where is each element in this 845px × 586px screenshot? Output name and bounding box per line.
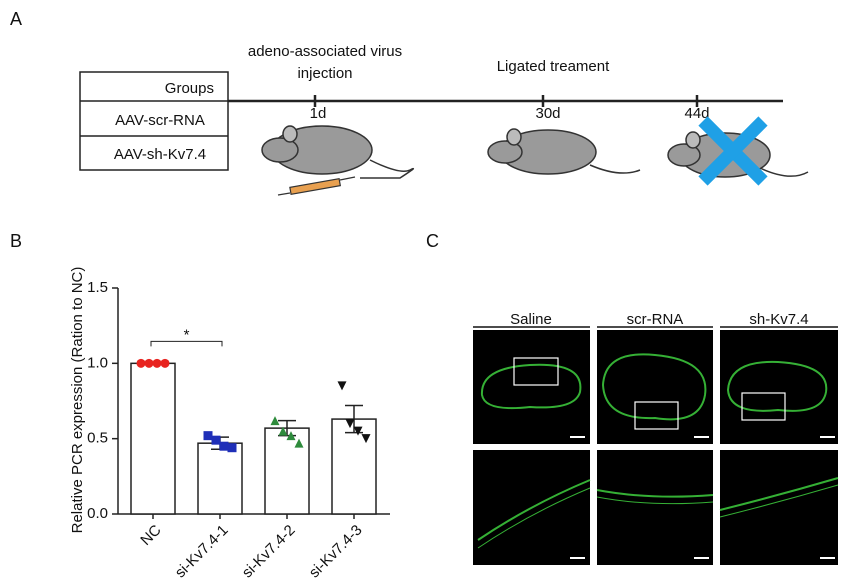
death-cross (698, 116, 768, 186)
data-point (227, 443, 237, 453)
y-tick-label: 1.5 (87, 279, 108, 296)
group-name: AAV-scr-RNA (115, 112, 205, 129)
data-point (152, 358, 162, 368)
group-name: AAV-sh-Kv7.4 (114, 146, 206, 163)
column-header: sh-Kv7.4 (749, 311, 808, 328)
injection-title: adeno-associated virus (248, 43, 402, 60)
bar (264, 427, 310, 515)
data-point (286, 431, 296, 441)
timepoint: 1d (310, 105, 327, 122)
significance-label: * (184, 326, 190, 343)
x-tick-label: si-Kv7.4-2 (239, 522, 299, 582)
y-tick-label: 0.0 (87, 505, 108, 522)
x-tick-label: si-Kv7.4-3 (306, 522, 366, 582)
bar (197, 442, 243, 515)
data-point (203, 431, 213, 441)
panel-label: A (10, 9, 22, 29)
data-point (219, 441, 229, 451)
injection-title: injection (297, 65, 352, 82)
mouse (487, 128, 641, 175)
data-point (361, 434, 371, 444)
mouse (261, 125, 415, 179)
syringe (277, 176, 356, 196)
panel-label: B (10, 231, 22, 251)
data-point (345, 419, 355, 429)
y-tick-label: 1.0 (87, 354, 108, 371)
data-point (270, 416, 280, 426)
x-tick-label: NC (137, 522, 164, 549)
data-point (353, 426, 363, 436)
micrographs (473, 326, 839, 565)
data-point (136, 358, 146, 368)
timepoint: 30d (535, 105, 560, 122)
data-point (211, 435, 221, 445)
data-point (160, 358, 170, 368)
bar-chart: B Relative PCR expression (Ration to NC)… (10, 231, 390, 582)
column-header: Saline (510, 311, 552, 328)
data-point (337, 381, 347, 391)
group-header: Groups (165, 80, 214, 97)
timepoint: 44d (684, 105, 709, 122)
data-point (144, 358, 154, 368)
y-tick-label: 0.5 (87, 430, 108, 447)
x-tick-label: si-Kv7.4-1 (172, 522, 232, 582)
panel-label: C (426, 231, 439, 251)
treatment-title: Ligated treament (497, 58, 610, 75)
column-header: scr-RNA (627, 311, 684, 328)
y-axis-label: Relative PCR expression (Ration to NC) (69, 267, 86, 534)
significance-bracket (150, 340, 223, 347)
bar (130, 362, 176, 515)
group-table (79, 71, 783, 171)
data-point (294, 438, 304, 448)
data-point (278, 426, 288, 436)
error-bar (345, 404, 363, 434)
